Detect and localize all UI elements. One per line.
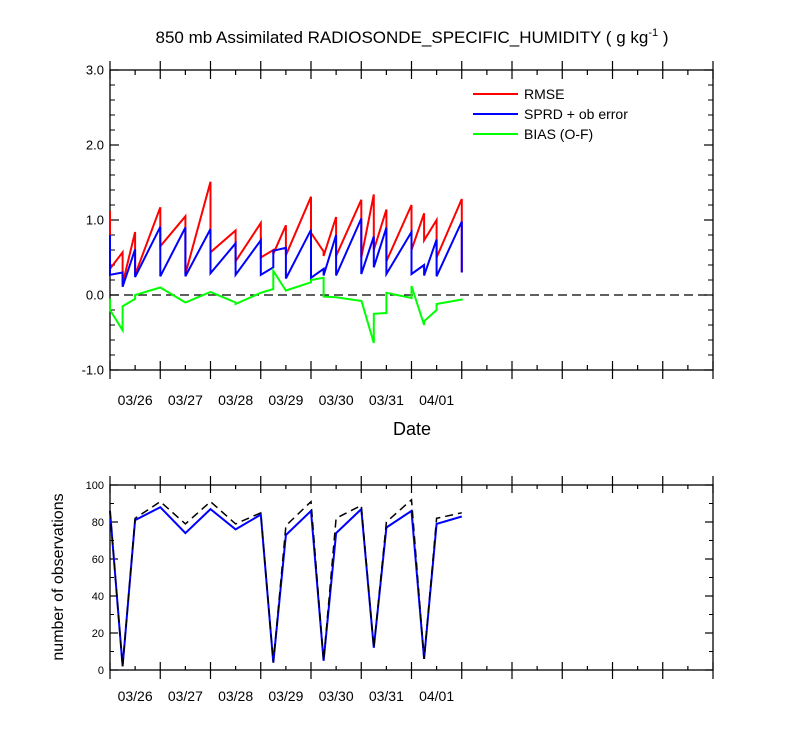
top-ytick-label: 2.0 — [86, 138, 104, 153]
bottom-ytick-label: 20 — [92, 628, 104, 640]
top-chart-title-end: ) — [658, 28, 668, 47]
top-xtick-label: 03/30 — [319, 392, 354, 408]
top-xtick-label: 03/26 — [118, 392, 153, 408]
top-xtick-label: 04/01 — [419, 392, 454, 408]
top-ytick-label: 3.0 — [86, 63, 104, 78]
bottom-xtick-label: 03/29 — [268, 688, 303, 704]
top-ytick-label: 0.0 — [86, 288, 104, 303]
bottom-series-used — [109, 505, 463, 667]
top-ytick-label: -1.0 — [82, 363, 104, 378]
bottom-series-total — [109, 498, 462, 667]
bottom-chart-ylabel: number of observations — [50, 493, 67, 660]
top-xtick-label: 03/28 — [218, 392, 253, 408]
top-chart-title-superscript: -1 — [648, 27, 658, 39]
bottom-chart-panel: 0 20 40 60 80 100 03/26 03/27 03/28 03/29 03/30 03/… — [86, 476, 714, 704]
bottom-xtick-label: 03/28 — [218, 688, 253, 704]
top-chart-title: 850 mb Assimilated RADIOSONDE_SPECIFIC_H… — [156, 27, 669, 47]
bottom-xtick-label: 03/30 — [319, 688, 354, 704]
top-ytick-label: 1.0 — [86, 213, 104, 228]
top-chart-xlabel: Date — [393, 419, 431, 439]
bottom-ytick-label: 60 — [92, 554, 104, 566]
top-series-bias-o-f — [109, 267, 463, 344]
bottom-xtick-label: 03/26 — [118, 688, 153, 704]
top-xtick-label: 03/27 — [168, 392, 203, 408]
bottom-xtick-label: 04/01 — [419, 688, 454, 704]
bottom-xtick-label: 03/27 — [168, 688, 203, 704]
top-chart-panel: -1.0 0.0 1.0 2.0 3.0 03/26 03/27 03/28 03/29 03/3… — [82, 61, 714, 408]
bottom-ytick-label: 100 — [86, 480, 104, 492]
top-legend-label: BIAS (O-F) — [524, 126, 593, 142]
bottom-xtick-label: 03/31 — [369, 688, 404, 704]
top-chart-title-main: 850 mb Assimilated RADIOSONDE_SPECIFIC_H… — [156, 28, 649, 47]
bottom-ytick-label: 80 — [92, 517, 104, 529]
top-xtick-label: 03/29 — [268, 392, 303, 408]
top-legend-label: SPRD + ob error — [524, 106, 628, 122]
bottom-ytick-label: 40 — [92, 591, 104, 603]
top-xtick-label: 03/31 — [369, 392, 404, 408]
top-legend-label: RMSE — [524, 86, 564, 102]
bottom-ytick-label: 0 — [98, 665, 104, 677]
top-series-sprd-ob-error — [109, 218, 463, 288]
